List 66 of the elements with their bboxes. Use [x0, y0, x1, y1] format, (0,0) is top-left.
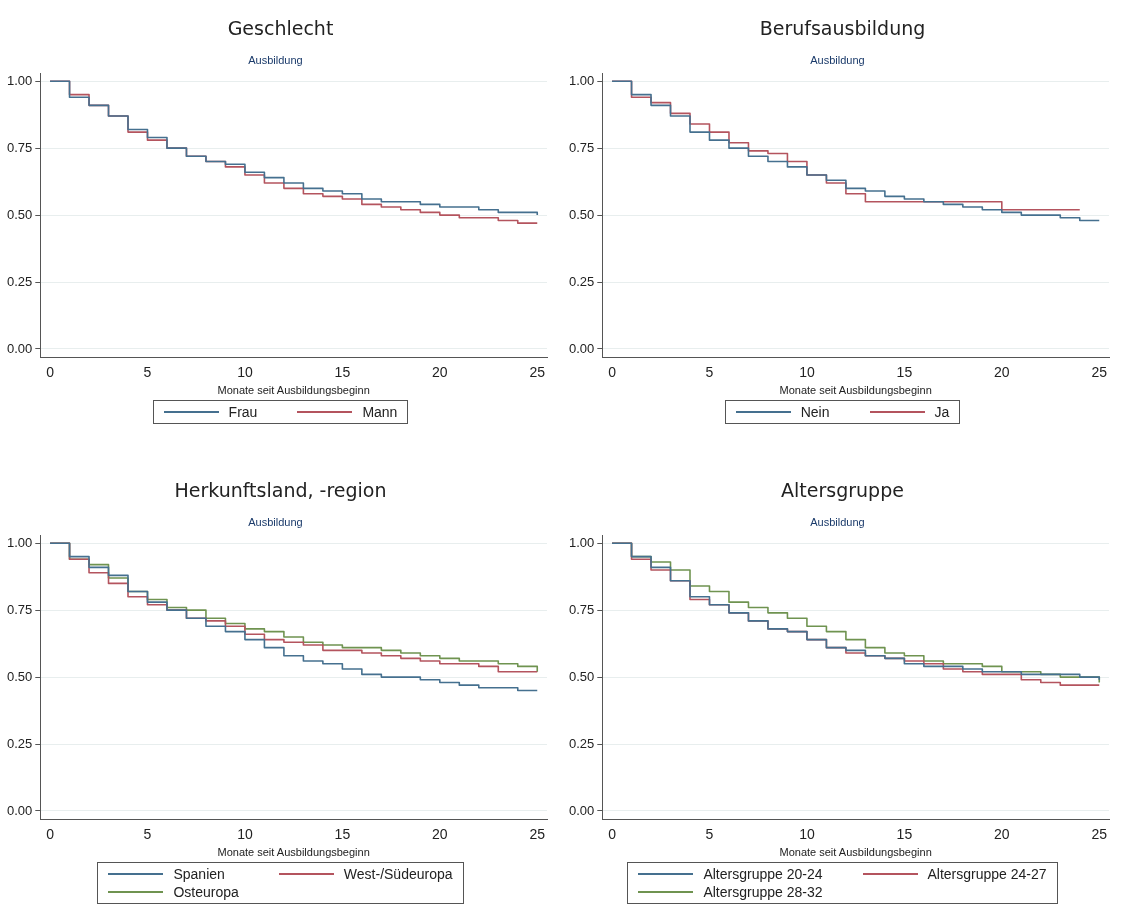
x-tick-label: 0 — [46, 826, 55, 843]
legend-label: Spanien — [173, 866, 225, 882]
legend-label: Ja — [934, 404, 950, 420]
x-axis-title: Monate seit Ausbildungsbeginn — [217, 384, 370, 397]
y-tick-label: 0.75 — [568, 139, 595, 155]
x-tick-label: 5 — [143, 826, 152, 843]
x-tick-label: 25 — [529, 364, 546, 381]
chart-subtitle: Ausbildung — [810, 515, 865, 528]
x-tick-label: 10 — [799, 364, 815, 381]
x-axis-title: Monate seit Ausbildungsbeginn — [217, 846, 370, 859]
chart-subtitle: Ausbildung — [248, 53, 303, 66]
x-axis-title: Monate seit Ausbildungsbeginn — [779, 846, 932, 859]
x-tick-label: 5 — [705, 826, 714, 843]
x-tick-label: 10 — [799, 826, 815, 843]
y-tick-label: 0.75 — [568, 601, 595, 617]
x-axis-title: Monate seit Ausbildungsbeginn — [779, 384, 932, 397]
chart-title: Geschlecht — [227, 16, 334, 41]
y-tick-label: 0.75 — [6, 139, 33, 155]
legend-label: Altersgruppe 28-32 — [703, 884, 823, 900]
y-tick-label: 1.00 — [568, 534, 595, 550]
y-tick-label: 1.00 — [6, 72, 33, 88]
x-tick-label: 10 — [237, 364, 253, 381]
x-tick-label: 0 — [46, 364, 55, 381]
chart-title: Herkunftsland, -region — [174, 478, 387, 503]
y-tick-label: 0.25 — [6, 735, 33, 751]
x-tick-label: 15 — [896, 364, 913, 381]
y-tick-label: 0.00 — [568, 802, 595, 818]
x-tick-label: 20 — [994, 364, 1010, 381]
chart-title: Altersgruppe — [781, 478, 904, 503]
y-tick-label: 0.00 — [6, 340, 33, 356]
y-tick-label: 0.50 — [6, 206, 33, 222]
y-tick-label: 1.00 — [568, 72, 595, 88]
chart-title: Berufsausbildung — [759, 16, 926, 41]
y-tick-label: 0.25 — [568, 735, 595, 751]
chart-subtitle: Ausbildung — [810, 53, 865, 66]
x-tick-label: 5 — [143, 364, 152, 381]
legend-label: Frau — [228, 404, 258, 420]
y-tick-label: 0.50 — [568, 206, 595, 222]
y-tick-label: 0.50 — [568, 668, 595, 684]
x-tick-label: 15 — [334, 826, 351, 843]
y-tick-label: 0.50 — [6, 668, 33, 684]
x-tick-label: 25 — [1091, 826, 1108, 843]
legend-label: Nein — [800, 404, 830, 420]
x-tick-label: 25 — [1091, 364, 1108, 381]
x-tick-label: 0 — [608, 364, 617, 381]
y-tick-label: 0.75 — [6, 601, 33, 617]
y-tick-label: 1.00 — [6, 534, 33, 550]
legend-label: Mann — [362, 404, 398, 420]
x-tick-label: 20 — [432, 826, 448, 843]
legend-label: Osteuropa — [173, 884, 239, 900]
x-tick-label: 20 — [432, 364, 448, 381]
y-tick-label: 0.00 — [568, 340, 595, 356]
chart-subtitle: Ausbildung — [248, 515, 303, 528]
x-tick-label: 15 — [896, 826, 913, 843]
x-tick-label: 5 — [705, 364, 714, 381]
x-tick-label: 25 — [529, 826, 546, 843]
x-tick-label: 15 — [334, 364, 351, 381]
y-tick-label: 0.25 — [6, 273, 33, 289]
x-tick-label: 0 — [608, 826, 617, 843]
x-tick-label: 10 — [237, 826, 253, 843]
legend-label: Altersgruppe 20-24 — [703, 866, 823, 882]
y-tick-label: 0.25 — [568, 273, 595, 289]
legend-label: West-/Südeuropa — [343, 866, 453, 882]
y-tick-label: 0.00 — [6, 802, 33, 818]
legend-label: Altersgruppe 24-27 — [927, 866, 1047, 882]
x-tick-label: 20 — [994, 826, 1010, 843]
